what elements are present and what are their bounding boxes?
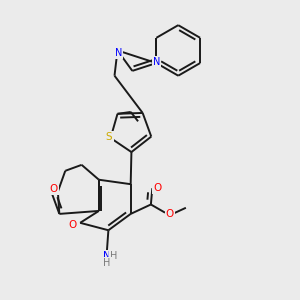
Text: O: O [50,184,58,194]
Text: H: H [103,258,111,268]
Text: O: O [69,220,77,230]
Text: O: O [154,183,162,193]
Text: H: H [110,251,117,261]
Text: S: S [106,132,112,142]
Text: O: O [166,209,174,219]
Text: N: N [115,48,122,58]
Text: N: N [153,57,160,67]
Text: N: N [103,251,111,261]
